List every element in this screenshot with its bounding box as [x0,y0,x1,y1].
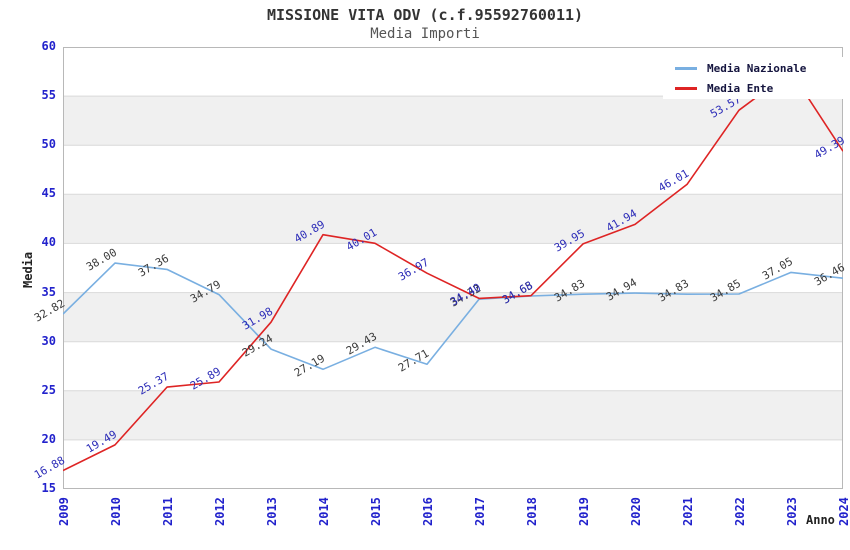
legend-item-media-nazionale: Media Nazionale [675,62,849,75]
x-tick-label: 2014 [317,497,331,526]
legend: Media Nazionale Media Ente [663,57,849,99]
y-tick-label: 25 [41,382,56,397]
x-tick-label: 2009 [57,497,71,526]
chart-subtitle: Media Importi [370,26,480,42]
x-tick-label: 2013 [265,497,279,526]
x-tick-label: 2012 [213,497,227,526]
y-tick-label: 20 [41,431,56,446]
x-tick-label: 2019 [577,497,591,526]
y-tick-label: 40 [41,235,56,250]
x-axis-title: Anno [806,513,835,527]
y-tick-label: 30 [41,333,56,348]
plot-area [62,46,844,490]
x-tick-label: 2021 [681,497,695,526]
legend-line-ente-icon [675,86,697,90]
legend-label-ente: Media Ente [707,81,774,95]
x-tick-label: 2022 [733,497,747,526]
x-tick-label: 2015 [369,497,383,526]
x-tick-label: 2023 [785,497,799,526]
legend-label-nazionale: Media Nazionale [707,61,807,75]
y-tick-label: 55 [41,88,56,103]
chart-title: MISSIONE VITA ODV (c.f.95592760011) [266,6,584,24]
legend-item-media-ente: Media Ente [675,82,849,95]
x-tick-label: 2018 [525,497,539,526]
x-tick-label: 2017 [473,497,487,526]
y-tick-label: 15 [41,481,56,495]
data-label: 32.82 [31,296,67,325]
data-label: 16.88 [31,453,67,482]
x-tick-label: 2016 [421,497,435,526]
x-tick-label: 2011 [161,497,175,526]
y-axis-title: Media [21,251,35,288]
y-tick-label: 35 [41,284,56,299]
y-tick-label: 60 [41,39,56,53]
x-tick-label: 2024 [837,497,850,526]
x-tick-label: 2020 [629,497,643,526]
x-tick-label: 2010 [109,497,123,526]
legend-line-nazionale-icon [675,66,697,70]
y-tick-label: 45 [41,186,56,201]
y-tick-label: 50 [41,137,56,152]
